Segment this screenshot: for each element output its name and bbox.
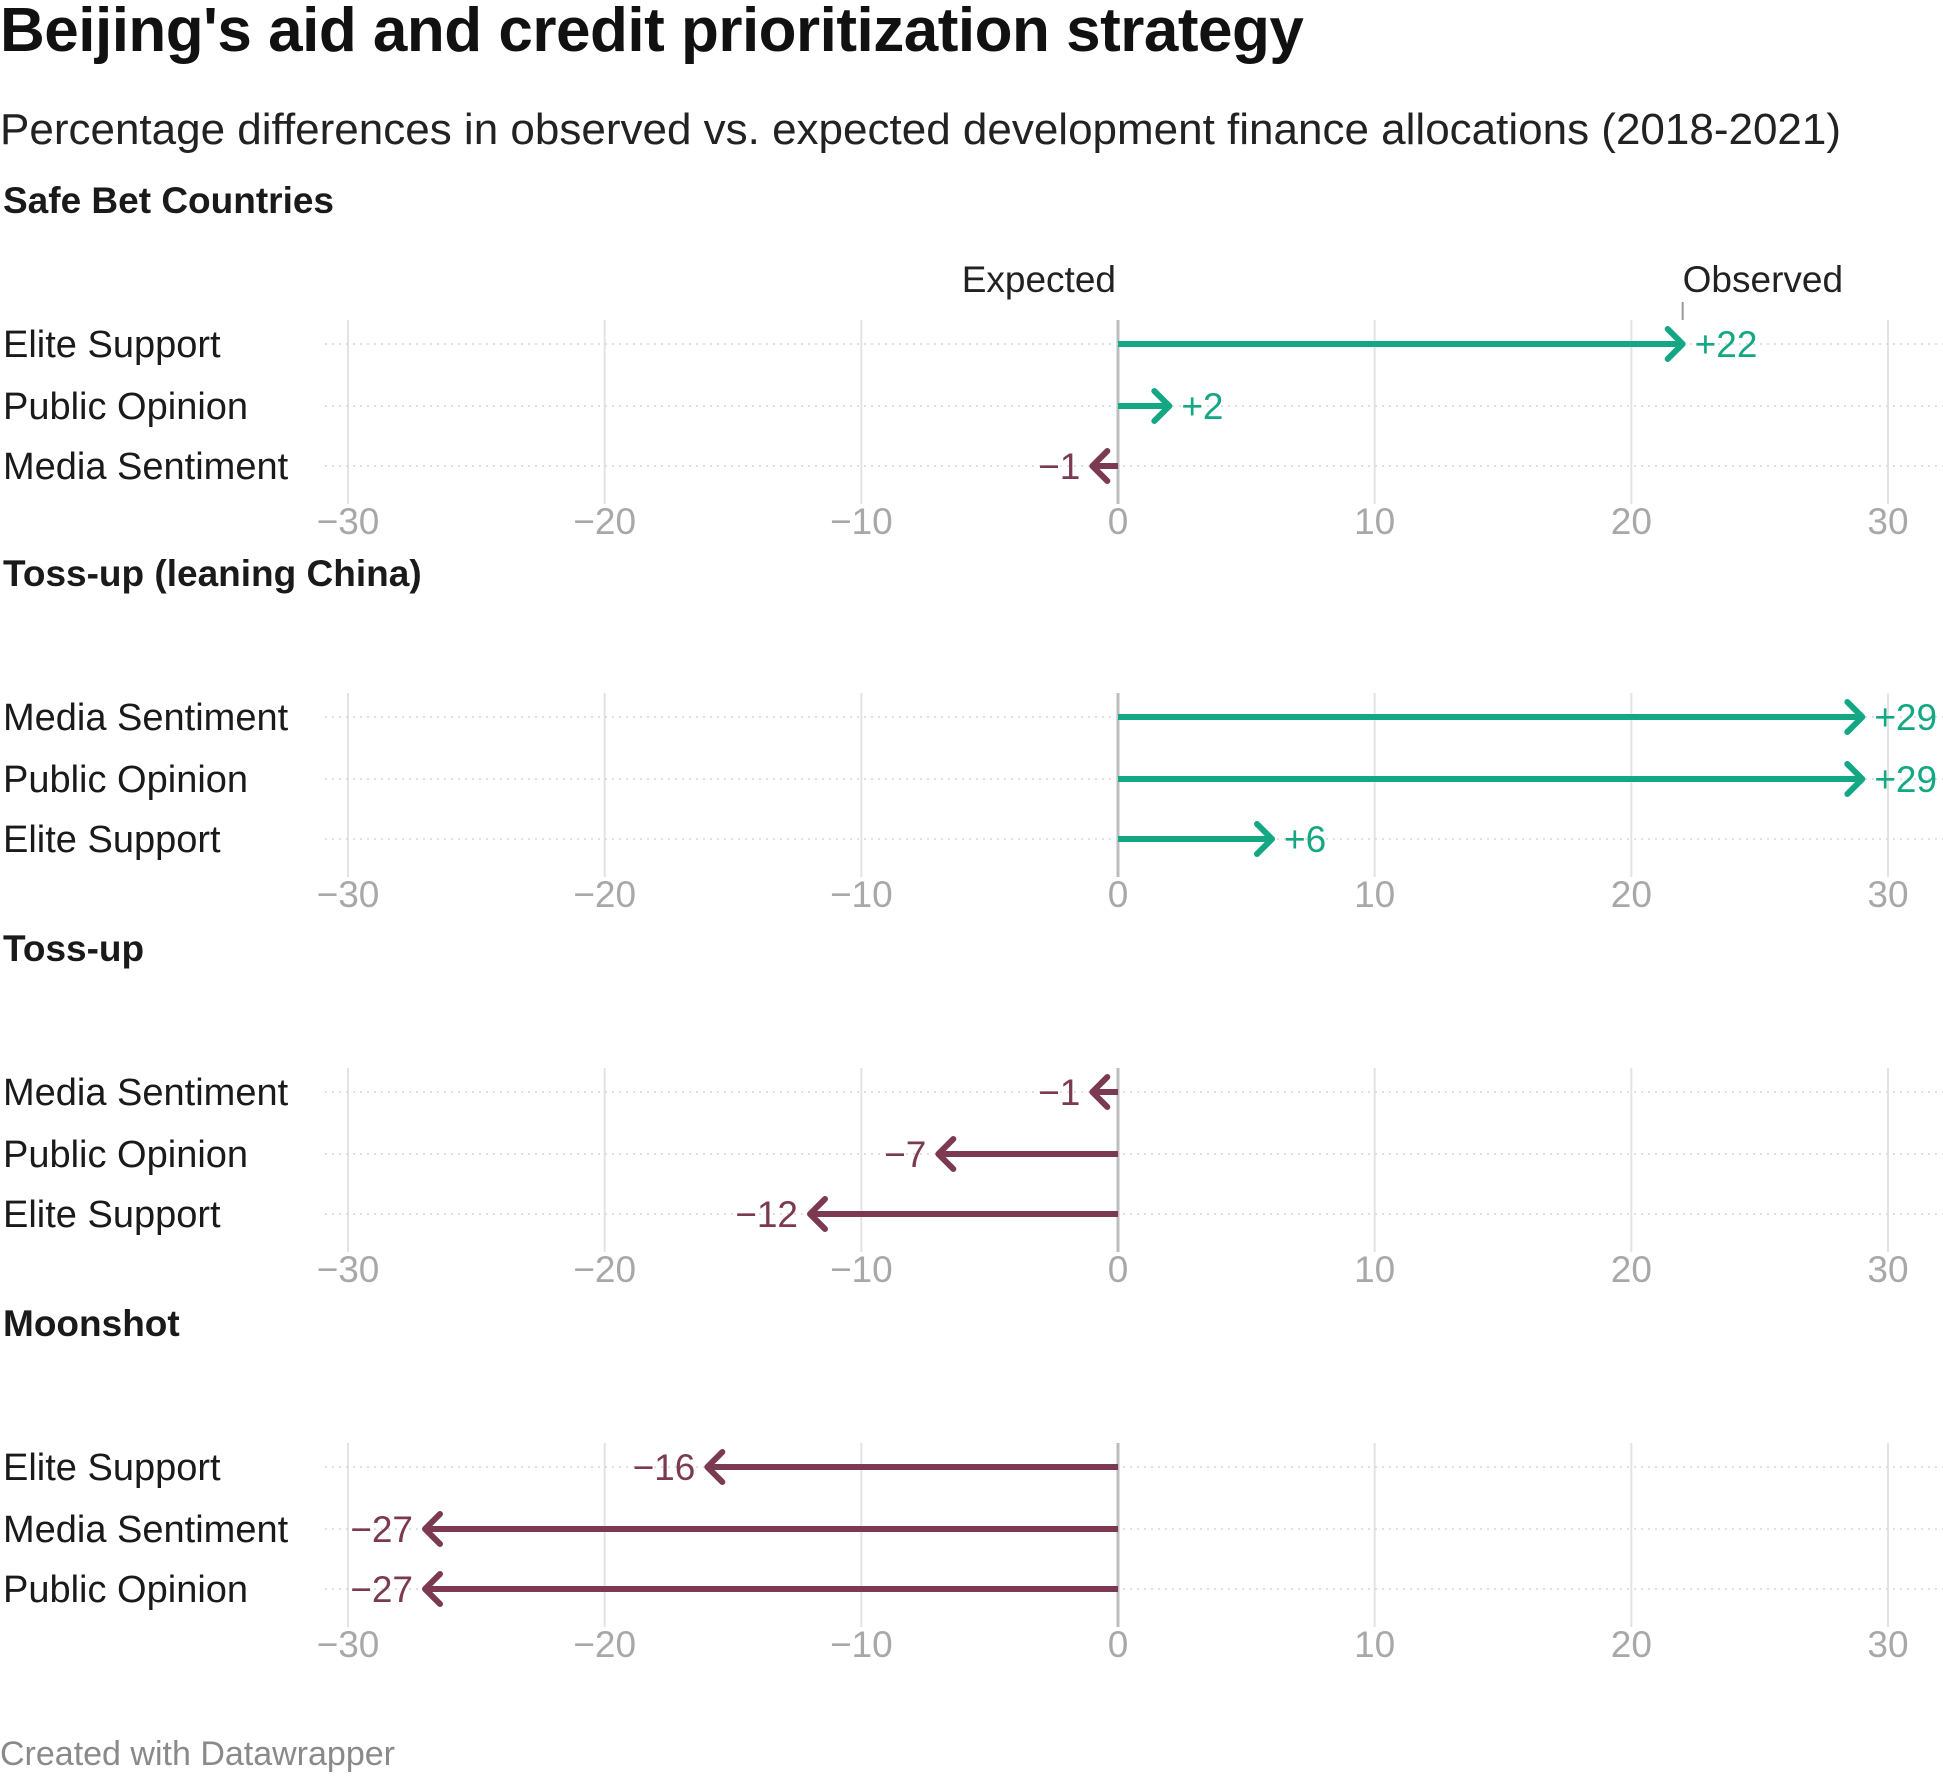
tick-label: −30 — [317, 501, 380, 542]
tick-label: −20 — [573, 1624, 636, 1665]
value-label: −27 — [350, 1509, 413, 1550]
footer-credit: Created with Datawrapper — [0, 1735, 395, 1773]
chart-title: Beijing's aid and credit prioritization … — [0, 0, 1304, 65]
tick-label: 0 — [1108, 1249, 1129, 1290]
row-label: Elite Support — [3, 324, 221, 366]
row-label: Media Sentiment — [3, 446, 289, 488]
row-label: Elite Support — [3, 819, 221, 861]
tick-label: −10 — [830, 874, 893, 915]
tick-label: −30 — [317, 1624, 380, 1665]
tick-label: 30 — [1867, 874, 1908, 915]
tick-label: 10 — [1354, 1249, 1395, 1290]
arrow-head — [1089, 448, 1111, 484]
tick-label: 0 — [1108, 1624, 1129, 1665]
value-label: +29 — [1874, 759, 1937, 800]
value-label: +22 — [1695, 324, 1758, 365]
row-label: Media Sentiment — [3, 1509, 289, 1551]
tick-label: 20 — [1611, 874, 1652, 915]
value-label: −12 — [735, 1194, 798, 1235]
row-label: Public Opinion — [3, 1134, 248, 1176]
arrow-head — [1151, 388, 1173, 424]
tick-label: −30 — [317, 874, 380, 915]
value-label: +6 — [1284, 819, 1326, 860]
tick-label: 30 — [1867, 501, 1908, 542]
chart-subtitle: Percentage differences in observed vs. e… — [0, 105, 1842, 154]
value-label: −1 — [1038, 1072, 1080, 1113]
group-title: Safe Bet Countries — [3, 180, 334, 221]
value-label: −1 — [1038, 446, 1080, 487]
arrow-head — [704, 1449, 726, 1485]
row-label: Public Opinion — [3, 1569, 248, 1611]
tick-label: −30 — [317, 1249, 380, 1290]
tick-label: −10 — [830, 1624, 893, 1665]
tick-label: −10 — [830, 501, 893, 542]
group-title: Toss-up (leaning China) — [3, 553, 422, 594]
row-label: Public Opinion — [3, 386, 248, 428]
value-label: +2 — [1181, 386, 1223, 427]
row-label: Elite Support — [3, 1447, 221, 1489]
tick-label: 20 — [1611, 501, 1652, 542]
value-label: +29 — [1874, 697, 1937, 738]
tick-label: −20 — [573, 1249, 636, 1290]
tick-label: 0 — [1108, 501, 1129, 542]
tick-label: −20 — [573, 501, 636, 542]
expected-annotation: Expected — [962, 259, 1116, 300]
value-label: −16 — [633, 1447, 696, 1488]
row-label: Elite Support — [3, 1194, 221, 1236]
tick-label: −20 — [573, 874, 636, 915]
observed-annotation: Observed — [1683, 259, 1843, 300]
arrow-head — [1844, 761, 1866, 797]
tick-label: 20 — [1611, 1624, 1652, 1665]
arrow-head — [1254, 821, 1275, 857]
value-label: −27 — [350, 1569, 413, 1610]
tick-label: 20 — [1611, 1249, 1652, 1290]
arrow-head — [1664, 326, 1686, 362]
row-label: Media Sentiment — [3, 697, 289, 739]
arrow-head — [422, 1571, 443, 1607]
group-title: Moonshot — [3, 1303, 180, 1344]
group-title: Toss-up — [3, 928, 144, 969]
row-label: Public Opinion — [3, 759, 248, 801]
arrow-head — [807, 1196, 828, 1232]
tick-label: 10 — [1354, 1624, 1395, 1665]
tick-label: 30 — [1867, 1624, 1908, 1665]
tick-label: 10 — [1354, 501, 1395, 542]
row-label: Media Sentiment — [3, 1072, 289, 1114]
tick-label: 0 — [1108, 874, 1129, 915]
value-label: −7 — [884, 1134, 926, 1175]
tick-label: 30 — [1867, 1249, 1908, 1290]
tick-label: −10 — [830, 1249, 893, 1290]
arrow-head — [1844, 699, 1866, 735]
arrow-head — [422, 1511, 443, 1547]
tick-label: 10 — [1354, 874, 1395, 915]
arrow-head — [1089, 1074, 1111, 1110]
arrow-head — [935, 1136, 957, 1172]
